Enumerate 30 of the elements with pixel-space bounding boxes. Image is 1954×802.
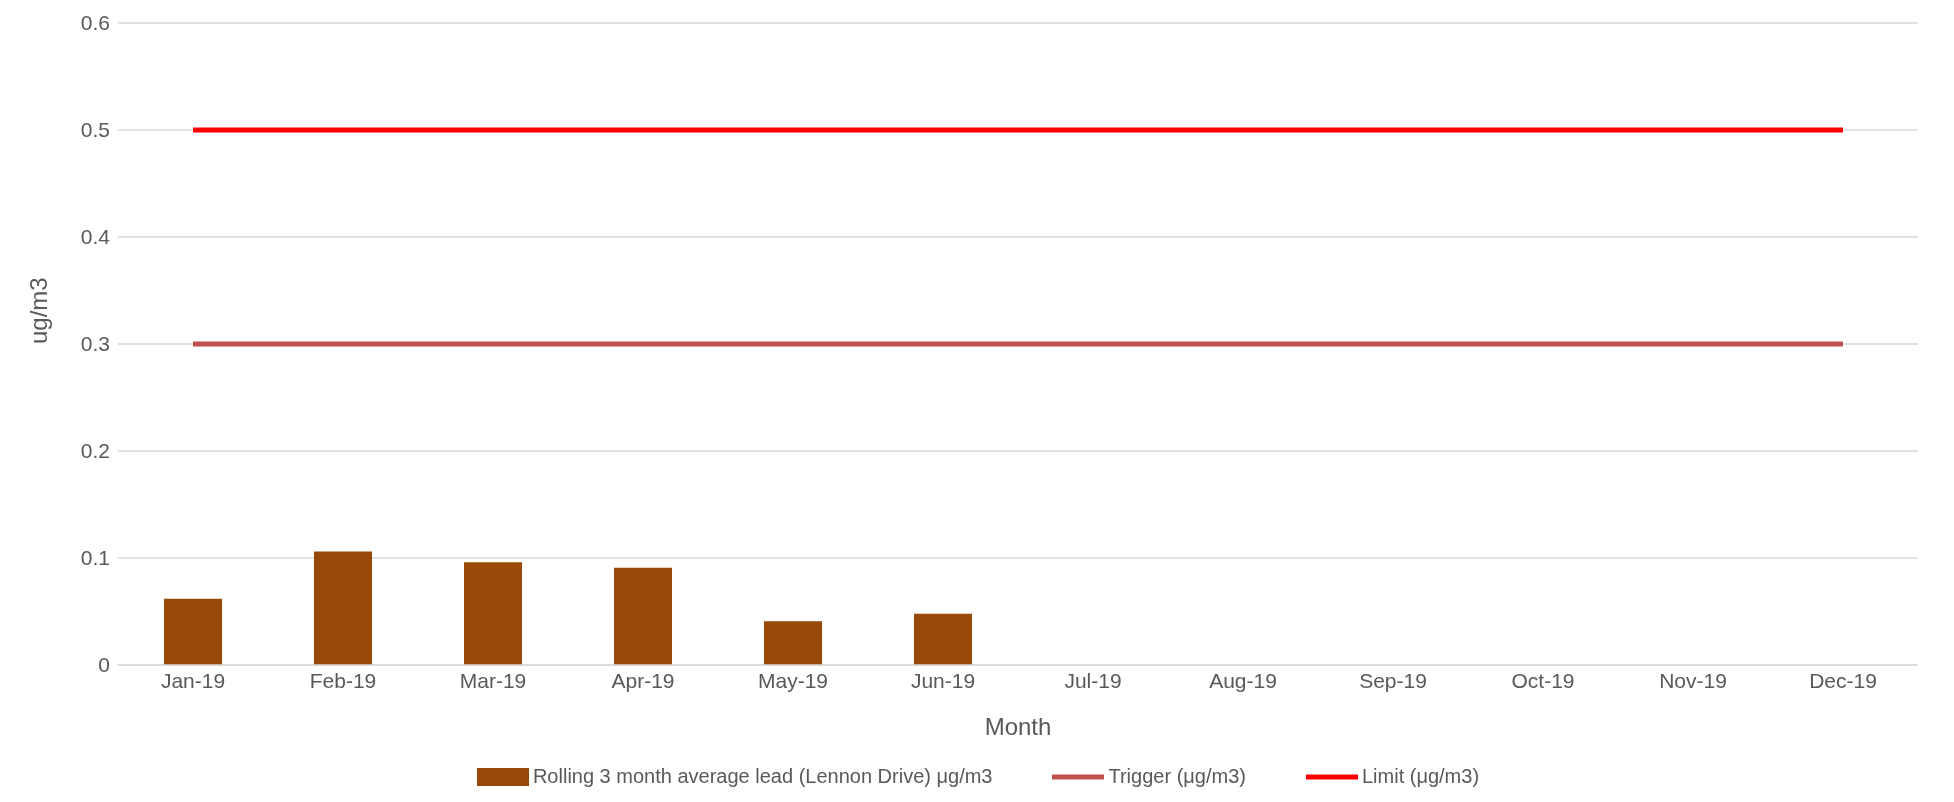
x-tick-label: Jan-19 (160, 668, 226, 692)
x-tick-label: Apr-19 (611, 668, 675, 692)
x-tick-label: Oct-19 (1511, 668, 1575, 692)
bar (164, 598, 222, 665)
y-tick-label: 0.6 (80, 11, 110, 35)
legend-label: Rolling 3 month average lead (Lennon Drive) μg/m3 (532, 765, 993, 788)
x-tick-label: Feb-19 (309, 668, 377, 692)
x-tick-label: Jul-19 (1064, 668, 1122, 692)
bar (614, 567, 672, 665)
x-tick-label: Dec-19 (1809, 668, 1877, 692)
x-axis-title: Month (984, 713, 1052, 740)
bar (464, 562, 522, 665)
y-tick-label: 0.4 (80, 225, 111, 249)
x-tick-label: Jun-19 (910, 668, 976, 692)
x-tick-label: Sep-19 (1359, 668, 1427, 692)
x-tick-label: Nov-19 (1659, 668, 1727, 692)
y-tick-label: 0.5 (80, 118, 110, 142)
y-tick-label: 0.1 (80, 546, 110, 570)
bar (764, 621, 822, 665)
legend-label: Trigger (μg/m3) (1108, 765, 1246, 788)
x-tick-label: May-19 (757, 668, 829, 692)
y-tick-label: 0 (98, 653, 110, 677)
y-tick-label: 0.3 (80, 332, 110, 356)
bar (914, 613, 972, 665)
bar (314, 551, 372, 665)
x-tick-label: Aug-19 (1209, 668, 1277, 692)
x-tick-label: Mar-19 (459, 668, 527, 692)
y-tick-label: 0.2 (80, 439, 110, 463)
legend-label: Limit (μg/m3) (1361, 765, 1480, 788)
y-axis-title: ug/m3 (24, 277, 52, 344)
